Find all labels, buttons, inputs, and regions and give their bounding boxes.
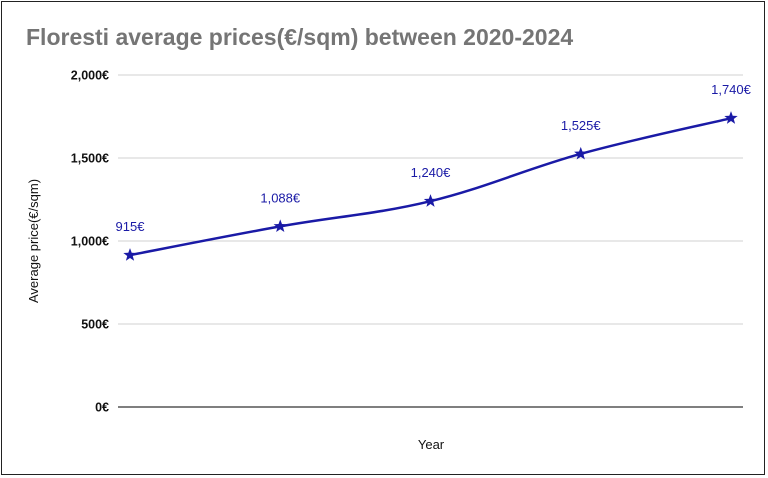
data-label: 1,525€ bbox=[561, 118, 602, 133]
y-tick-label: 1,000€ bbox=[71, 235, 109, 249]
y-tick-label: 2,000€ bbox=[71, 69, 109, 83]
data-markers bbox=[123, 111, 738, 261]
data-label: 915€ bbox=[116, 219, 146, 234]
data-point-star bbox=[724, 111, 738, 124]
chart-title: Floresti average prices(€/sqm) between 2… bbox=[26, 24, 574, 50]
gridlines bbox=[118, 74, 743, 408]
x-axis-title: Year bbox=[418, 437, 445, 452]
data-point-star bbox=[123, 248, 137, 261]
y-axis-title: Average price(€/sqm) bbox=[26, 179, 41, 303]
data-point-star bbox=[423, 194, 438, 207]
data-label: 1,088€ bbox=[260, 190, 301, 205]
y-tick-label: 1,500€ bbox=[71, 152, 109, 166]
data-labels: 915€ 1,088€ 1,240€ 1,525€ 1,740€ bbox=[116, 82, 752, 234]
y-tick-labels: 0€ 500€ 1,000€ 1,500€ 2,000€ bbox=[71, 69, 109, 415]
y-tick-label: 500€ bbox=[81, 318, 109, 332]
data-point-star bbox=[273, 219, 287, 233]
y-tick-label: 0€ bbox=[95, 401, 109, 415]
data-label: 1,740€ bbox=[711, 82, 752, 97]
series-line bbox=[129, 116, 732, 257]
data-label: 1,240€ bbox=[411, 165, 452, 180]
data-point-star bbox=[574, 146, 588, 160]
